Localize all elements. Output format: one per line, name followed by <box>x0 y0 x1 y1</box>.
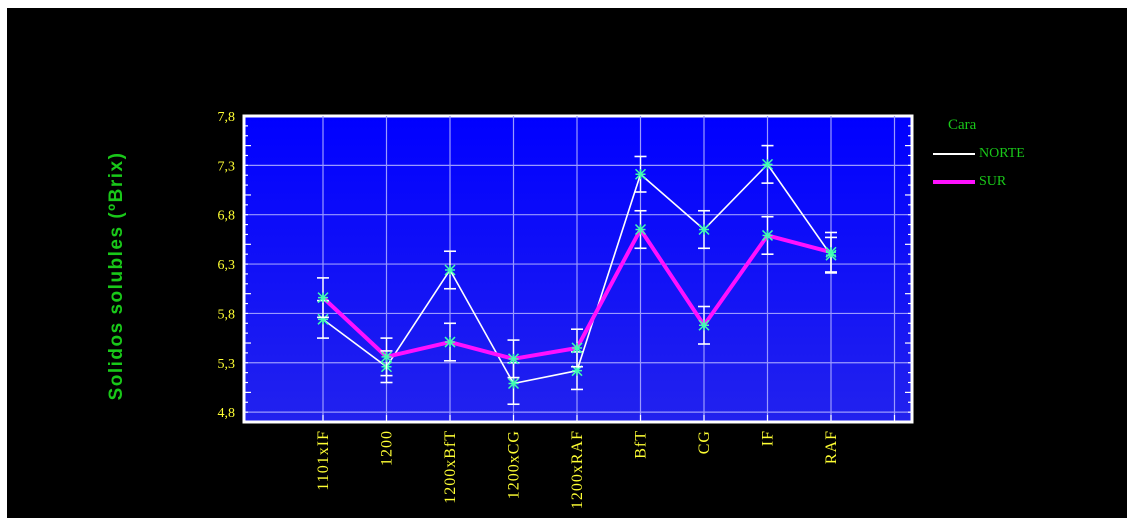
data-point <box>634 223 647 236</box>
x-tick-label: 1200xCG <box>506 430 523 499</box>
x-tick-label: 1101xIF <box>315 430 332 491</box>
y-tick-label: 6,8 <box>218 209 236 224</box>
legend-swatch-norte <box>933 153 975 155</box>
chart-svg: 4,8 5,3 5,8 6,3 6,8 7,3 7,8 1101xIF 1200 1200xBf… <box>218 110 914 509</box>
y-tick-label: 5,3 <box>218 357 236 372</box>
marker-stroke <box>761 229 774 241</box>
marker-stroke <box>634 168 647 180</box>
marker-stroke <box>761 158 774 170</box>
x-tick-label: BfT <box>633 430 650 459</box>
x-tick-label: 1200 <box>379 430 396 466</box>
legend-item-sur: SUR <box>933 173 1006 191</box>
data-point <box>761 229 774 241</box>
x-tick-label: IF <box>760 430 777 446</box>
x-tick-label: 1200xBfT <box>442 430 459 504</box>
y-axis-title: Solidos solubles (ºBrix) <box>106 151 127 401</box>
data-point <box>698 319 710 331</box>
x-tick-label: CG <box>696 430 713 454</box>
data-point <box>761 158 774 170</box>
marker-stroke <box>825 246 837 258</box>
x-tick-label: RAF <box>823 430 840 464</box>
marker-stroke <box>380 351 393 363</box>
data-point <box>380 351 393 363</box>
data-point <box>634 168 647 180</box>
series-layer <box>317 144 837 406</box>
data-point <box>317 292 329 304</box>
marker-stroke <box>698 319 710 331</box>
marker-stroke <box>507 377 520 390</box>
x-tick-label: 1200xRAF <box>569 430 586 509</box>
data-point <box>444 336 456 348</box>
marker-stroke <box>317 313 329 325</box>
data-point <box>507 353 520 365</box>
y-tick-label: 6,3 <box>218 258 236 273</box>
marker-stroke <box>317 292 329 304</box>
marker-stroke <box>444 336 456 348</box>
legend-title: Cara <box>948 117 977 133</box>
marker-stroke <box>507 353 520 365</box>
data-point <box>825 246 837 258</box>
legend-item-norte: NORTE <box>933 145 1025 163</box>
marker-stroke <box>698 223 710 236</box>
y-tick-label: 7,3 <box>218 159 236 174</box>
axis-ticks <box>244 115 912 423</box>
legend-swatch-sur <box>933 180 975 184</box>
chart-frame: 4,8 5,3 5,8 6,3 6,8 7,3 7,8 1101xIF 1200 1200xBf… <box>7 8 1127 518</box>
y-axis: 4,8 5,3 5,8 6,3 6,8 7,3 7,8 <box>218 110 236 421</box>
legend-label-sur: SUR <box>979 174 1007 189</box>
data-point <box>698 223 710 236</box>
marker-stroke <box>444 264 456 276</box>
data-point <box>444 264 456 276</box>
y-tick-label: 7,8 <box>218 110 236 125</box>
legend-label-norte: NORTE <box>979 146 1025 161</box>
marker-stroke <box>634 223 647 236</box>
data-point <box>507 377 520 390</box>
x-axis: 1101xIF 1200 1200xBfT 1200xCG 1200xRAF BfT CG I… <box>315 430 840 509</box>
y-tick-label: 4,8 <box>218 406 236 421</box>
data-point <box>571 342 583 354</box>
y-tick-label: 5,8 <box>218 307 236 322</box>
plot-area <box>242 114 914 424</box>
marker-stroke <box>571 342 583 354</box>
